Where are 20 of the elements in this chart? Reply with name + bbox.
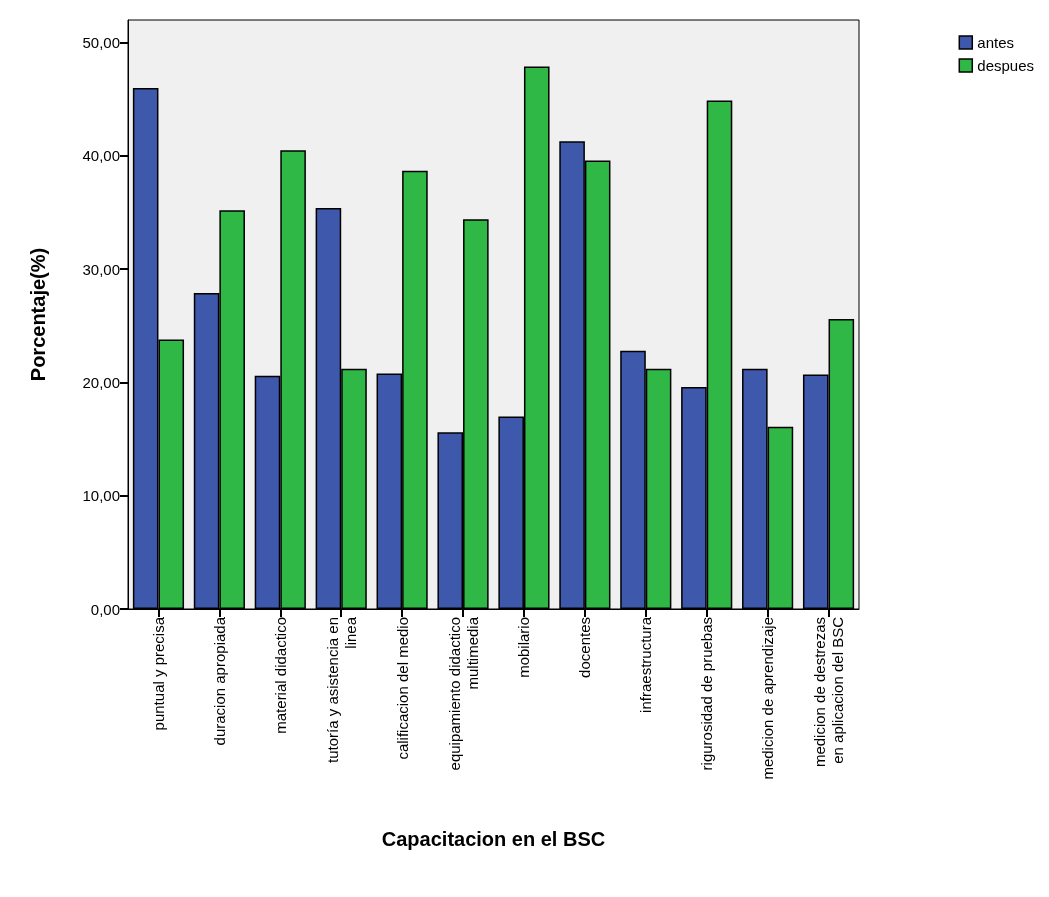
legend-label: antes bbox=[977, 34, 1014, 51]
y-tick-label: 50,00 bbox=[82, 34, 120, 52]
y-tick-label: 40,00 bbox=[82, 147, 120, 165]
x-tick-label: puntual y precisa bbox=[149, 616, 167, 731]
x-axis-title: Capacitacion en el BSC bbox=[381, 828, 606, 850]
y-tick-label: 20,00 bbox=[82, 373, 120, 391]
x-tick-label: mobilario bbox=[515, 617, 533, 678]
y-tick-label: 30,00 bbox=[82, 260, 120, 278]
x-tick-label: docentes bbox=[576, 617, 594, 678]
y-tick-label: 0,00 bbox=[90, 600, 120, 618]
x-tick-label: infraestructura bbox=[637, 616, 655, 713]
x-tick-label: duracion apropiada bbox=[210, 616, 228, 746]
x-tick-label: material didactico bbox=[271, 617, 289, 734]
x-tick-label: rigurosidad de pruebas bbox=[698, 617, 716, 771]
x-tick-label: calificacion del medio bbox=[393, 617, 411, 760]
legend-label: despues bbox=[977, 57, 1035, 74]
y-axis-title: Porcentaje(%) bbox=[27, 247, 49, 382]
x-tick-label: medicion de aprendizaje bbox=[759, 617, 777, 780]
y-tick-label: 10,00 bbox=[82, 487, 120, 505]
x-tick-label: tutoría y asistencia en linea bbox=[323, 616, 359, 763]
